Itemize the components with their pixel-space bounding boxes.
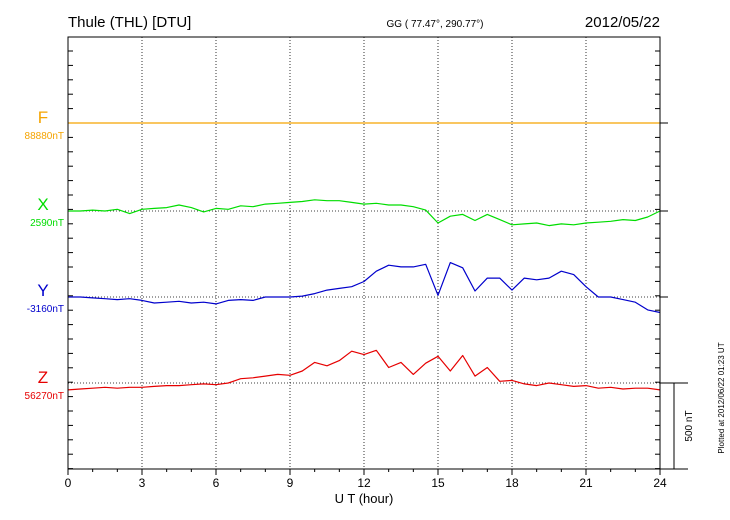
grid-lines: [68, 37, 660, 470]
plotted-timestamp: Plotted at 2012/06/22 01:23 UT: [717, 342, 726, 453]
x-tick-label: 12: [357, 476, 371, 490]
series-label-f: F: [38, 108, 48, 127]
x-tick-label: 3: [139, 476, 146, 490]
series-labels: F 88880nT X 2590nT Y -3160nT Z 56270nT: [25, 108, 64, 402]
x-ticks: 0 3 6 9 12 15 18 21 24: [65, 469, 667, 490]
station-title: Thule (THL) [DTU]: [68, 14, 191, 31]
series-baseline-y: -3160nT: [27, 304, 64, 315]
series-line-z: [67, 349, 661, 391]
series-lines: [67, 122, 661, 391]
plot-date: 2012/05/22: [585, 14, 660, 31]
series-line-y: [68, 262, 661, 314]
x-tick-label: 15: [431, 476, 445, 490]
baseline-markers: [68, 122, 668, 384]
scale-bar: 500 nT: [660, 382, 695, 470]
x-tick-label: 18: [505, 476, 519, 490]
scale-bar-label: 500 nT: [684, 410, 695, 441]
x-tick-label: 0: [65, 476, 72, 490]
x-axis-label: U T (hour): [335, 491, 394, 506]
x-tick-label: 6: [213, 476, 220, 490]
series-baseline-x: 2590nT: [30, 218, 64, 229]
station-coords: GG ( 77.47°, 290.77°): [387, 19, 484, 30]
series-label-z: Z: [38, 368, 48, 387]
series-baseline-f: 88880nT: [25, 131, 64, 142]
x-tick-label: 24: [653, 476, 667, 490]
series-line-x: [68, 199, 661, 227]
x-tick-label: 21: [579, 476, 593, 490]
series-baseline-z: 56270nT: [25, 391, 64, 402]
series-label-y: Y: [37, 281, 48, 300]
x-tick-label: 9: [287, 476, 294, 490]
series-label-x: X: [37, 195, 48, 214]
